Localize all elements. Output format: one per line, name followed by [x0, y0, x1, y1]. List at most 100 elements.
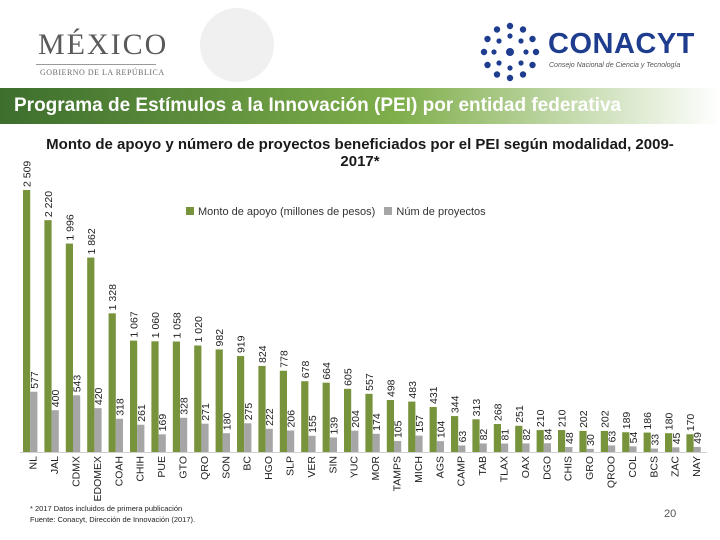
tick-label-qroo: QROO	[606, 456, 618, 488]
bar-proyectos-slp	[287, 430, 295, 452]
data-label-monto-edomex: 1 862	[86, 228, 98, 254]
bar-monto-slp	[279, 370, 287, 452]
data-label-proyectos-ver: 155	[307, 415, 319, 433]
bar-proyectos-mor	[372, 433, 380, 452]
data-label-monto-dgo: 210	[535, 409, 547, 427]
bar-monto-camp	[451, 416, 459, 452]
data-label-proyectos-edomex: 420	[93, 387, 105, 405]
data-label-monto-coah: 1 328	[107, 284, 119, 310]
data-label-monto-nl: 2 509	[22, 161, 34, 187]
data-label-monto-chis: 210	[557, 409, 569, 427]
bar-proyectos-tlax	[501, 443, 509, 452]
data-label-proyectos-col: 54	[628, 432, 640, 444]
bar-proyectos-sin	[329, 437, 337, 452]
bar-proyectos-tamps	[394, 441, 402, 452]
bar-monto-pue	[151, 341, 159, 452]
data-label-proyectos-tlax: 81	[500, 429, 512, 441]
tick-label-chis: CHIS	[563, 456, 575, 481]
data-label-proyectos-bcs: 33	[649, 434, 661, 446]
tick-label-bc: BC	[242, 456, 254, 471]
coat-of-arms-watermark-icon	[200, 8, 274, 82]
bar-proyectos-tab	[479, 443, 487, 452]
data-label-proyectos-hgo: 222	[264, 408, 276, 426]
data-label-proyectos-son: 180	[221, 413, 233, 431]
chart-title: Monto de apoyo y número de proyectos ben…	[46, 136, 674, 170]
data-label-proyectos-cdmx: 543	[72, 375, 84, 393]
chart-legend: Monto de apoyo (millones de pesos) Núm d…	[186, 206, 486, 218]
data-label-monto-pue: 1 060	[150, 312, 162, 338]
data-label-proyectos-jal: 400	[50, 390, 62, 408]
bar-monto-hgo	[258, 365, 266, 452]
data-label-proyectos-tamps: 105	[393, 420, 405, 438]
bar-proyectos-nay	[693, 446, 701, 452]
mexico-wordmark: MÉXICO	[38, 28, 169, 61]
data-label-proyectos-ags: 104	[435, 420, 447, 438]
bar-monto-gro	[579, 430, 587, 452]
tick-label-zac: ZAC	[670, 456, 682, 477]
data-label-proyectos-gto: 328	[179, 397, 191, 415]
data-label-monto-mor: 557	[364, 373, 376, 391]
data-label-monto-nay: 170	[685, 414, 697, 432]
bar-proyectos-jal	[51, 410, 59, 452]
data-label-monto-jal: 2 220	[43, 191, 55, 217]
data-label-proyectos-camp: 63	[457, 431, 469, 443]
bar-proyectos-nl	[30, 391, 38, 452]
data-label-proyectos-tab: 82	[478, 429, 490, 441]
tick-label-chih: CHIH	[135, 456, 147, 482]
tick-label-edomex: EDOMEX	[92, 456, 104, 502]
bar-monto-son	[215, 349, 223, 452]
data-label-monto-tamps: 498	[385, 379, 397, 397]
data-label-proyectos-sin: 139	[328, 417, 340, 435]
bar-monto-nay	[686, 434, 694, 452]
bar-monto-chih	[130, 340, 138, 452]
tick-label-pue: PUE	[156, 456, 168, 478]
bar-monto-coah	[108, 313, 116, 452]
data-label-monto-qro: 1 020	[193, 316, 205, 342]
bar-proyectos-mich	[415, 435, 423, 452]
tick-label-gro: GRO	[584, 456, 596, 480]
bar-proyectos-gto	[180, 417, 188, 452]
tick-label-jal: JAL	[49, 456, 61, 474]
data-label-proyectos-slp: 206	[286, 410, 298, 428]
tick-label-mor: MOR	[370, 456, 382, 481]
bar-monto-col	[622, 432, 630, 452]
data-label-monto-yuc: 605	[343, 368, 355, 386]
tick-label-tlax: TLAX	[499, 456, 511, 482]
legend-label-proyectos: Núm de proyectos	[396, 206, 486, 218]
bar-monto-tlax	[493, 424, 501, 452]
bar-monto-mich	[408, 401, 416, 452]
data-label-proyectos-pue: 169	[157, 414, 169, 432]
footnote-line-1: * 2017 Datos incluidos de primera public…	[30, 504, 183, 513]
bar-monto-tab	[472, 419, 480, 452]
bar-proyectos-oax	[522, 443, 530, 452]
bar-proyectos-chih	[137, 424, 145, 452]
tick-label-sin: SIN	[327, 456, 339, 474]
tick-label-coah: COAH	[113, 456, 125, 486]
data-label-proyectos-chih: 261	[136, 404, 148, 422]
data-label-monto-ver: 678	[300, 361, 312, 379]
conacyt-subtitle: Consejo Nacional de Ciencia y Tecnología	[549, 62, 681, 69]
data-label-proyectos-nay: 49	[692, 432, 704, 444]
bar-proyectos-son	[222, 433, 230, 452]
data-label-monto-bc: 919	[236, 335, 248, 353]
tick-label-tab: TAB	[477, 456, 489, 476]
bar-monto-jal	[44, 220, 52, 452]
data-label-monto-son: 982	[214, 329, 226, 347]
bar-proyectos-cdmx	[73, 395, 81, 452]
bar-proyectos-bcs	[650, 448, 658, 452]
bar-proyectos-camp	[458, 445, 466, 452]
data-label-monto-chih: 1 067	[129, 311, 141, 337]
bar-proyectos-chis	[565, 446, 573, 452]
tick-label-ags: AGS	[434, 456, 446, 478]
bar-monto-ags	[429, 406, 437, 452]
bar-monto-tamps	[386, 399, 394, 452]
data-label-proyectos-dgo: 84	[542, 428, 554, 440]
mexico-logo-rule	[36, 64, 156, 65]
bar-monto-cdmx	[65, 243, 73, 452]
bar-proyectos-dgo	[543, 443, 551, 452]
tick-label-nay: NAY	[691, 456, 703, 477]
header: MÉXICO GOBIERNO DE LA REPÚBLICA CONACYT …	[0, 0, 720, 88]
data-label-monto-col: 189	[621, 412, 633, 430]
tick-label-camp: CAMP	[456, 456, 468, 486]
